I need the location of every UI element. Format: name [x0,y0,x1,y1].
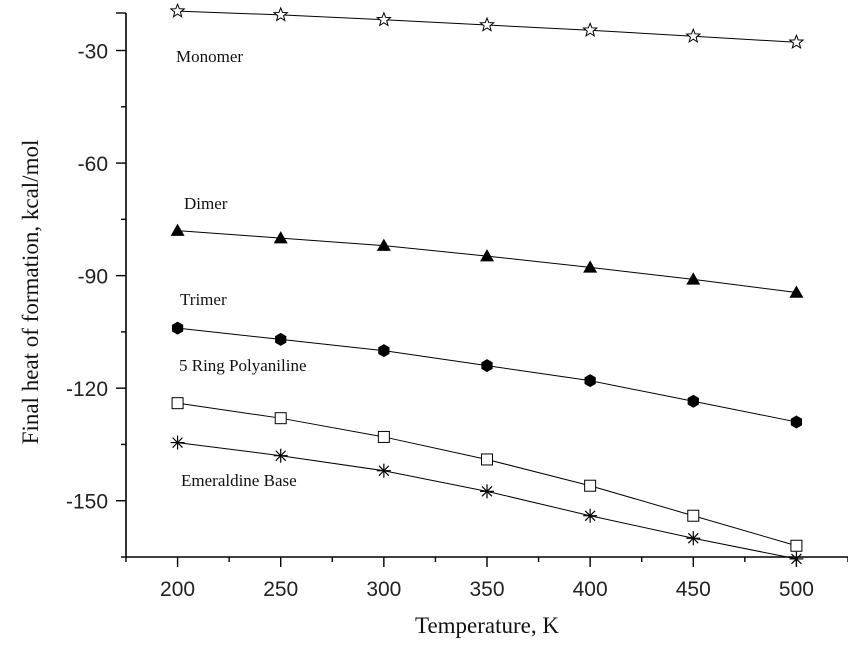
series-label: Monomer [176,47,243,66]
hexagon-marker [584,374,596,388]
asterisk-marker [376,463,391,478]
triangle-marker [480,249,494,262]
x-tick-label: 200 [160,578,195,601]
asterisk-marker [480,484,494,499]
series-markers [169,2,805,566]
asterisk-marker [686,531,701,546]
series-label: Emeraldine Base [181,471,297,490]
asterisk-stroke [378,465,390,477]
asterisk-marker [170,435,185,450]
series-label: 5 Ring Polyaniline [179,356,307,375]
series-labels: Monomer Dimer Trimer 5 Ring Polyaniline Emer… [176,47,307,490]
square-marker [171,397,184,410]
y-tick-label: -30 [78,41,108,64]
hexagon-marker [790,415,803,429]
triangle-marker [273,231,288,244]
asterisk-marker [789,551,804,566]
asterisk-marker [273,448,288,463]
square-marker [274,412,287,425]
hexagon-marker [687,394,699,408]
series-line [177,230,797,293]
series-label: Trimer [180,290,227,309]
ticks: 200 250 300 350 400 450 500 -30 -60 -90 -120 -150 [66,12,848,601]
y-axis-title: Final heat of formation, kcal/mol [18,140,43,445]
square-marker [377,430,390,443]
series-line [177,327,797,423]
star-marker [272,6,289,22]
asterisk-stroke [481,485,493,497]
x-axis-title: Temperature, K [415,613,559,638]
asterisk-marker [583,508,598,523]
star-marker [375,11,392,27]
x-tick-label: 350 [469,578,504,601]
square-marker [481,453,493,466]
square-marker [584,479,597,492]
x-tick-label: 500 [779,578,814,601]
star-marker [169,2,186,18]
x-tick-label: 450 [676,578,711,601]
triangle-marker [376,238,391,251]
asterisk-stroke [791,553,802,565]
x-tick-label: 300 [366,578,401,601]
asterisk-stroke [687,532,699,544]
asterisk-stroke [275,450,287,462]
star-marker [685,27,702,44]
triangle-marker [789,285,804,298]
triangle-marker [686,272,701,285]
hexagon-marker [275,332,287,346]
x-tick-label: 400 [573,578,608,601]
triangle-marker [583,260,598,273]
square-marker [790,539,803,552]
triangle-marker [170,223,185,236]
y-tick-label: -120 [66,378,108,401]
hexagon-marker [378,344,390,358]
star-marker [582,21,599,38]
star-marker [479,16,495,32]
y-tick-label: -150 [66,491,108,514]
asterisk-stroke [584,510,596,522]
y-tick-label: -90 [78,266,108,289]
hexagon-marker [171,321,184,335]
star-marker [788,33,805,50]
y-tick-label: -60 [78,153,108,176]
x-tick-label: 250 [263,578,298,601]
asterisk-stroke [172,437,183,448]
hexagon-marker [481,359,493,373]
series-label: Dimer [184,194,228,213]
square-marker [687,509,700,522]
